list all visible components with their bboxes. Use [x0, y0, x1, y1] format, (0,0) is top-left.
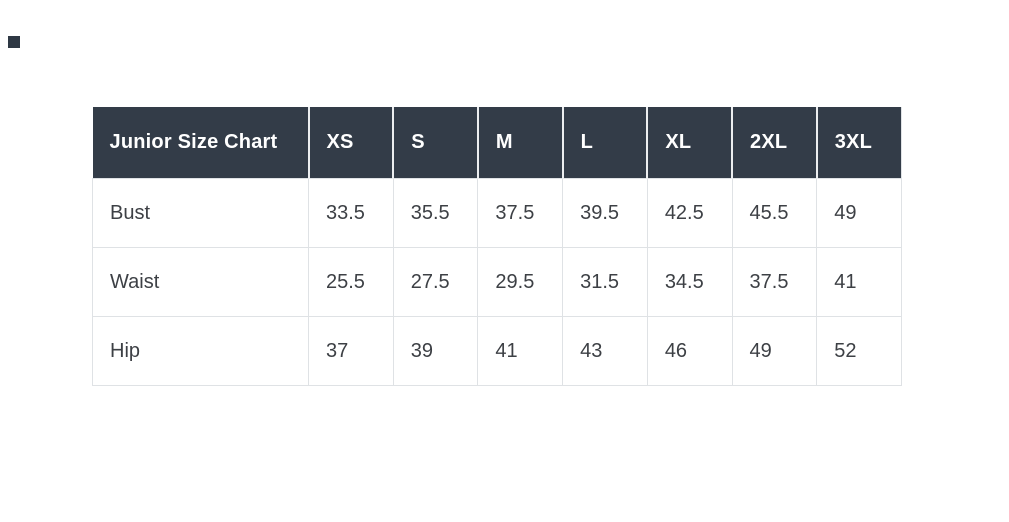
table-row-bust: Bust 33.5 35.5 37.5 39.5 42.5 45.5 49 [92, 178, 902, 248]
size-value-cell: 25.5 [308, 247, 394, 317]
size-header-cell-s: S [393, 107, 479, 179]
size-value-cell: 39 [392, 316, 479, 386]
size-value-cell: 42.5 [646, 178, 733, 248]
measurement-label: Waist [92, 247, 309, 317]
size-value-cell: 41 [477, 316, 564, 386]
size-value-cell: 35.5 [392, 178, 479, 248]
table-title-cell: Junior Size Chart [92, 107, 310, 179]
table-row-waist: Waist 25.5 27.5 29.5 31.5 34.5 37.5 41 [92, 247, 902, 317]
size-value-cell: 31.5 [562, 247, 648, 317]
measurement-label: Bust [92, 178, 309, 248]
measurement-label: Hip [92, 316, 309, 386]
size-value-cell: 49 [816, 178, 902, 248]
table-row-hip: Hip 37 39 41 43 46 49 52 [92, 316, 902, 386]
size-value-cell: 37.5 [477, 178, 564, 248]
size-value-cell: 39.5 [562, 178, 648, 248]
size-value-cell: 34.5 [646, 247, 733, 317]
size-value-cell: 27.5 [392, 247, 479, 317]
size-table-body: Bust 33.5 35.5 37.5 39.5 42.5 45.5 49 Wa… [92, 178, 902, 386]
size-header-cell-3xl: 3XL [816, 107, 902, 179]
size-header-cell-xl: XL [647, 107, 734, 179]
size-value-cell: 37.5 [731, 247, 818, 317]
size-value-cell: 41 [816, 247, 902, 317]
size-value-cell: 33.5 [308, 178, 394, 248]
size-value-cell: 49 [731, 316, 818, 386]
size-value-cell: 46 [646, 316, 733, 386]
size-table-header: Junior Size Chart XS S M L XL 2XL 3XL [92, 107, 902, 179]
size-value-cell: 45.5 [731, 178, 818, 248]
header-row: Junior Size Chart XS S M L XL 2XL 3XL [92, 107, 902, 179]
size-header-cell-m: M [477, 107, 564, 179]
size-value-cell: 37 [308, 316, 394, 386]
size-value-cell: 43 [562, 316, 648, 386]
size-header-cell-l: L [562, 107, 649, 179]
size-value-cell: 29.5 [477, 247, 564, 317]
corner-square-decor [8, 36, 20, 48]
size-value-cell: 52 [816, 316, 902, 386]
junior-size-chart-table: Junior Size Chart XS S M L XL 2XL 3XL Bu… [92, 107, 902, 386]
size-header-cell-xs: XS [308, 107, 395, 179]
size-header-cell-2xl: 2XL [732, 107, 818, 179]
